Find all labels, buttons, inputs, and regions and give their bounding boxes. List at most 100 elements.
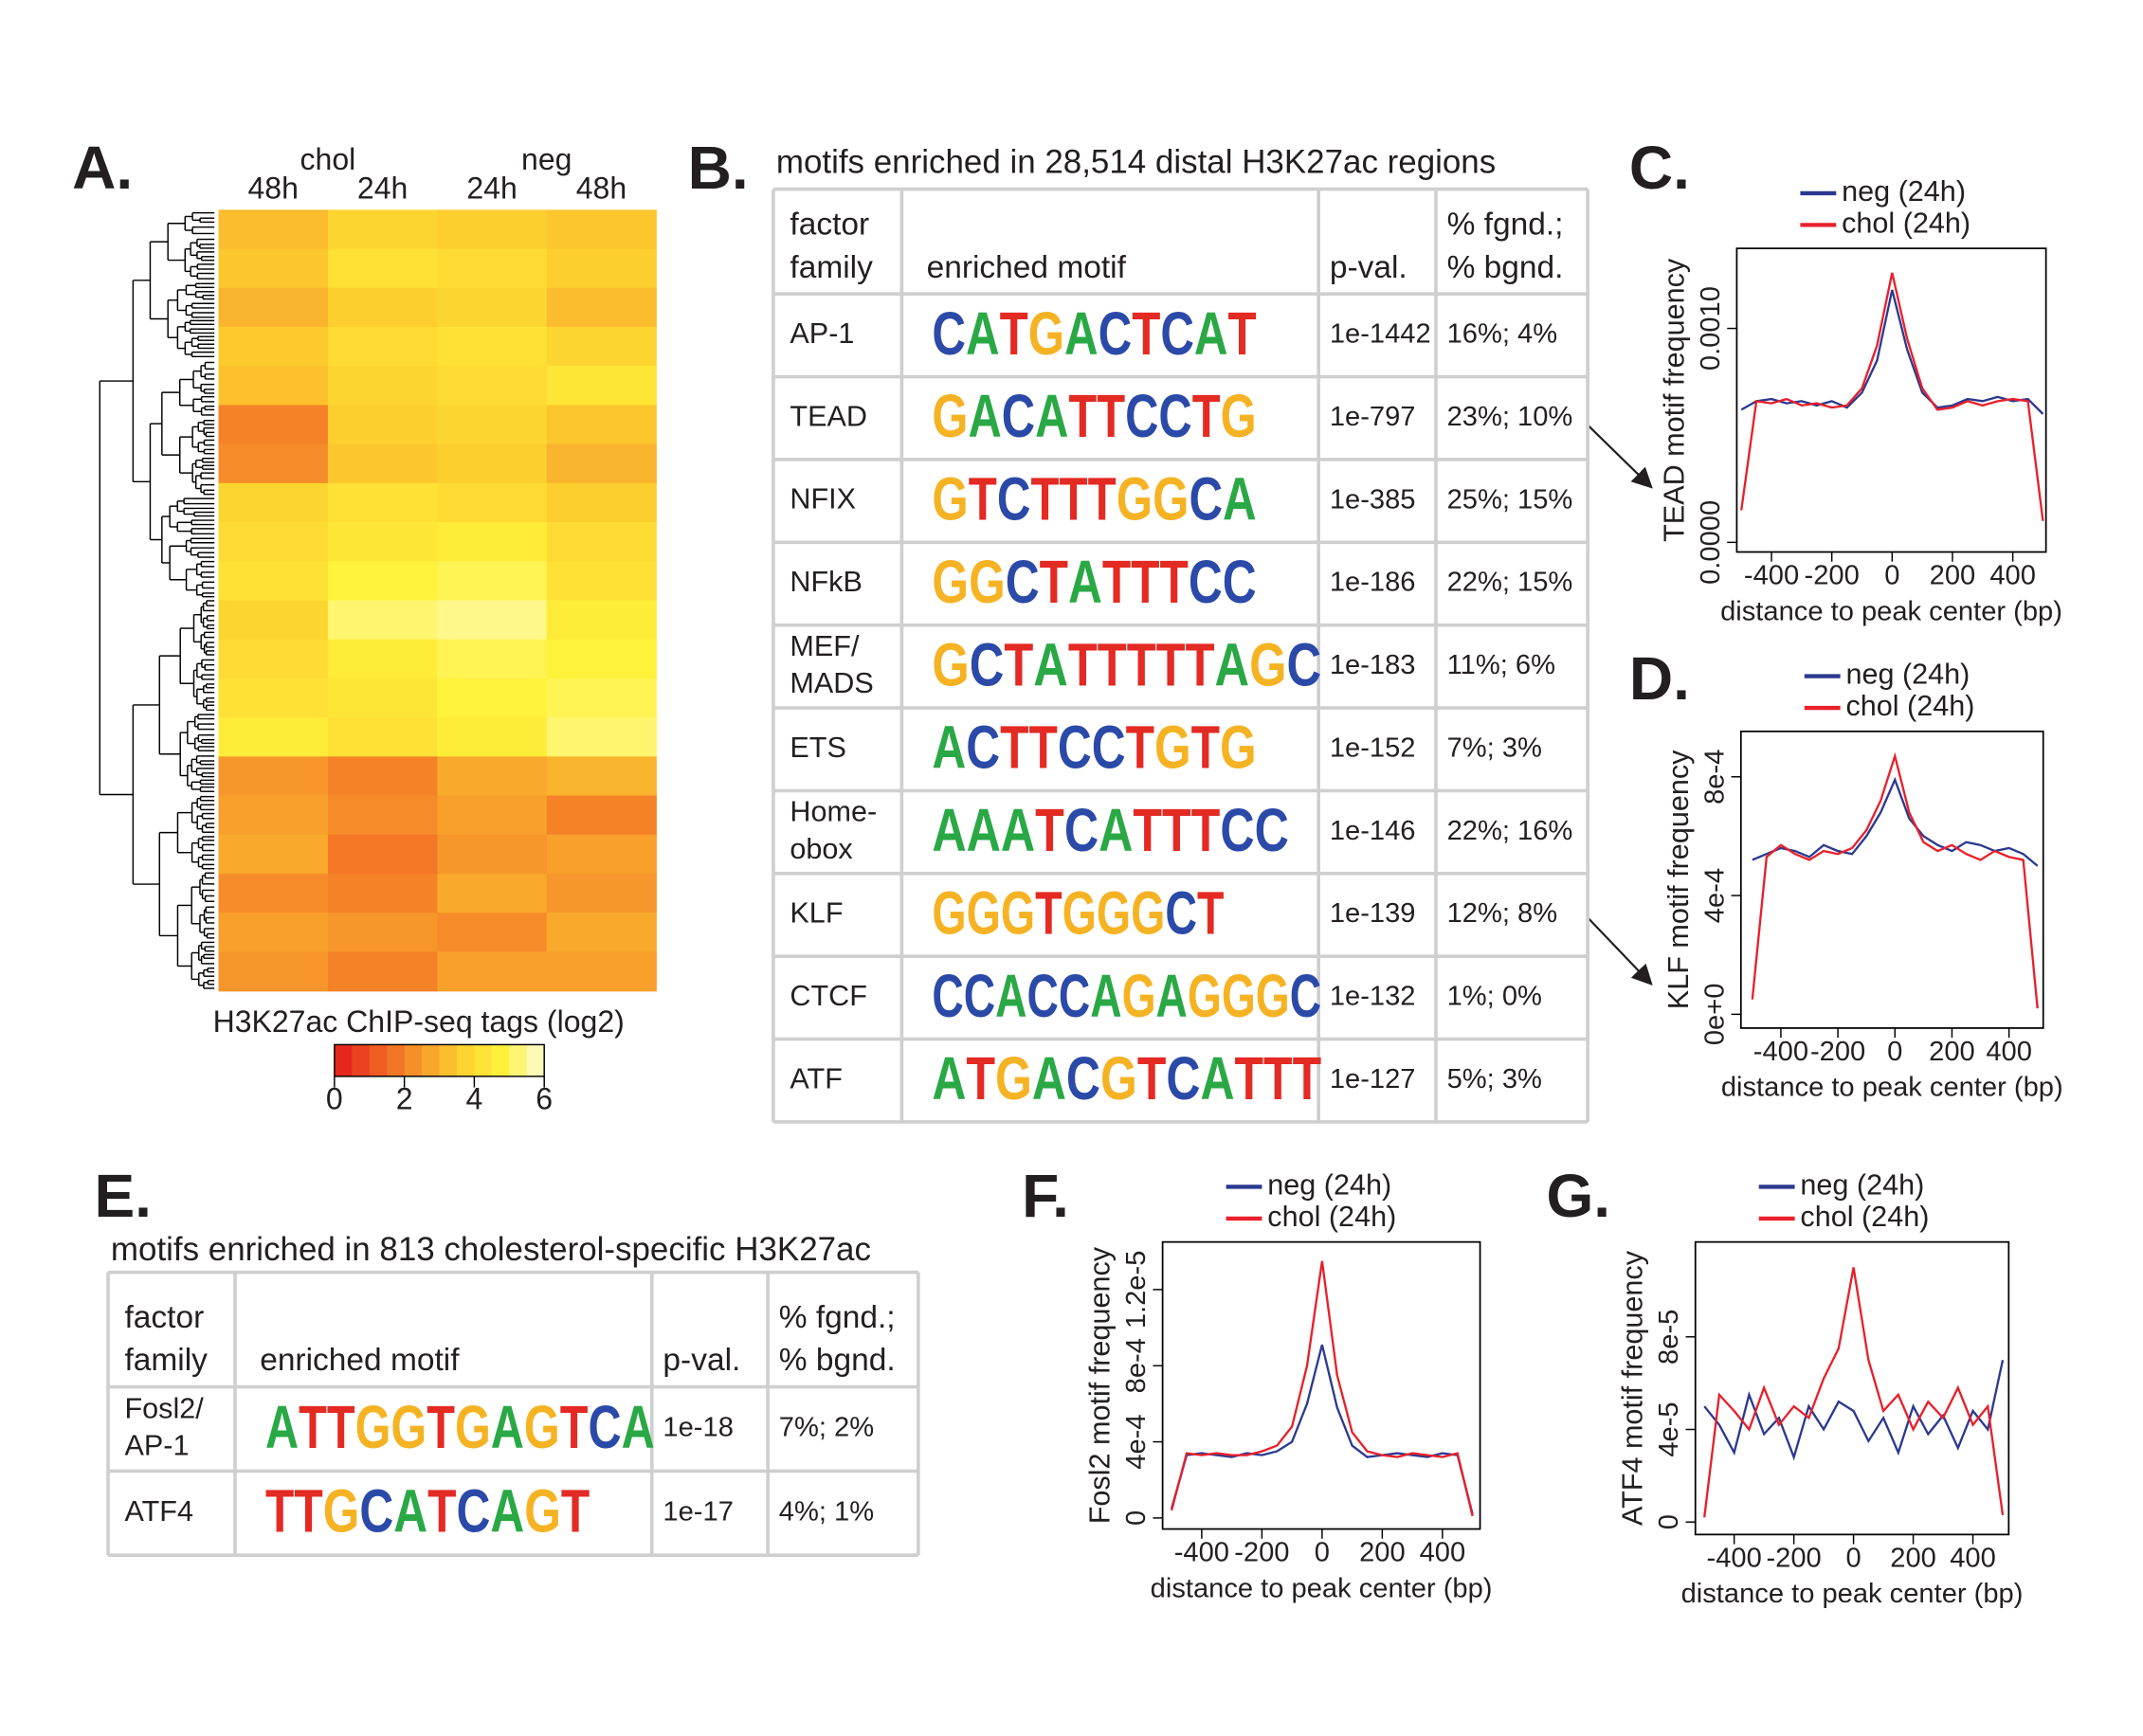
x-tick-label: 200 bbox=[1359, 1537, 1406, 1567]
heatmap-cell bbox=[327, 678, 439, 718]
table-header: factor bbox=[124, 1300, 204, 1335]
heatmap-cell bbox=[437, 287, 548, 328]
motif-letter: A bbox=[1032, 1044, 1066, 1112]
group-label: chol bbox=[300, 142, 356, 176]
heatmap-cell bbox=[327, 287, 439, 328]
column-label: 48h bbox=[576, 171, 627, 205]
colorbar-tick-label: 2 bbox=[396, 1082, 413, 1116]
motif-letter: C bbox=[1006, 548, 1040, 616]
heatmap-cell bbox=[546, 717, 657, 758]
y-tick-label: 8e-5 bbox=[1654, 1310, 1684, 1365]
heatmap-cell bbox=[437, 600, 548, 641]
motif-letter: T bbox=[1160, 548, 1189, 616]
factor-family: Fosl2/ bbox=[124, 1392, 204, 1424]
x-tick-label: 400 bbox=[1989, 560, 2036, 590]
heatmap-cell bbox=[437, 482, 548, 523]
motif-letter: A bbox=[265, 1393, 299, 1461]
column-label: 24h bbox=[466, 171, 517, 205]
heatmap-cell bbox=[546, 405, 657, 445]
motif-letter: A bbox=[966, 299, 1000, 368]
motif-letter: T bbox=[966, 1044, 995, 1112]
motif-letter: C bbox=[1027, 962, 1059, 1030]
motif-letter: G bbox=[995, 1044, 1032, 1112]
motif-letter: T bbox=[1088, 464, 1117, 533]
x-axis-label: distance to peak center (bp) bbox=[1720, 596, 2062, 626]
x-tick-label: -400 bbox=[1753, 1037, 1808, 1067]
factor-family: Home- bbox=[790, 796, 877, 828]
motif-letter: G bbox=[1131, 878, 1165, 947]
y-tick-label: 0e+0 bbox=[1699, 984, 1730, 1046]
x-tick-label: 0 bbox=[1884, 560, 1899, 590]
factor-family: AP-1 bbox=[790, 317, 854, 350]
motif-letter: G bbox=[932, 630, 969, 698]
arrow bbox=[1587, 424, 1653, 489]
motif-letter: G bbox=[932, 382, 968, 450]
heatmap-cell bbox=[546, 834, 657, 875]
motif-logo: GGGTGGGCT bbox=[932, 878, 1224, 947]
heatmap-cell bbox=[218, 405, 329, 445]
plot-frame bbox=[1739, 730, 2044, 1029]
motif-letter: T bbox=[1029, 714, 1058, 782]
motif-letter: C bbox=[1066, 1044, 1100, 1112]
series-line bbox=[1703, 1359, 2005, 1461]
heatmap-cell bbox=[327, 443, 439, 484]
percent: 16%; 4% bbox=[1447, 319, 1558, 350]
motif-letter: G bbox=[1220, 714, 1257, 782]
motif-letter: G bbox=[1188, 962, 1222, 1030]
motif-letter: T bbox=[1156, 630, 1186, 698]
percent: 7%; 2% bbox=[779, 1413, 874, 1443]
motif-letter: T bbox=[1127, 630, 1156, 698]
series-line bbox=[1740, 272, 2044, 521]
heatmap-cell bbox=[437, 561, 548, 602]
heatmap-cell bbox=[218, 678, 329, 718]
heatmap-cell bbox=[218, 600, 329, 641]
motif-letter: T bbox=[1235, 1044, 1264, 1112]
heatmap-cell bbox=[218, 639, 329, 679]
motif-letter: A bbox=[968, 382, 1001, 450]
heatmap-cell bbox=[327, 326, 439, 367]
p-value: 1e-18 bbox=[663, 1413, 733, 1443]
heatmap-cell bbox=[437, 913, 548, 953]
factor-family: KLF bbox=[790, 897, 843, 930]
motif-letter: C bbox=[1189, 548, 1223, 616]
heatmap-cell bbox=[546, 756, 657, 797]
p-value: 1e-186 bbox=[1330, 568, 1416, 598]
motif-letter: T bbox=[1060, 464, 1088, 533]
x-axis-label: H3K27ac ChIP-seq tags (log2) bbox=[213, 1004, 625, 1039]
x-axis-label: distance to peak center (bp) bbox=[1721, 1073, 2063, 1103]
heatmap-cell bbox=[437, 366, 548, 407]
p-value: 1e-152 bbox=[1330, 732, 1416, 763]
motif-letter: T bbox=[427, 1393, 455, 1461]
motif-logo: GACATTCCTG bbox=[932, 382, 1256, 450]
legend-label: chol (24h) bbox=[1842, 207, 1970, 239]
motif-letter: G bbox=[1117, 464, 1153, 533]
heatmap-cell bbox=[218, 287, 329, 328]
motif-letter: C bbox=[1099, 299, 1133, 368]
table-header: factor bbox=[790, 208, 869, 243]
column-label: 48h bbox=[248, 171, 299, 205]
x-tick-label: 400 bbox=[1986, 1037, 2032, 1067]
arrow bbox=[1587, 916, 1653, 986]
heatmap-cell bbox=[546, 600, 657, 641]
heatmap-cell bbox=[437, 678, 548, 718]
series-line bbox=[1751, 751, 2039, 1009]
motif-letter: C bbox=[1290, 962, 1321, 1030]
heatmap-cell bbox=[327, 639, 439, 679]
heatmap-cell bbox=[546, 873, 657, 913]
motif-letter: G bbox=[524, 1477, 561, 1546]
y-tick-label: 4e-4 bbox=[1121, 1414, 1152, 1469]
motif-letter: A bbox=[932, 714, 966, 782]
series-line bbox=[1740, 289, 2044, 415]
colorbar-block bbox=[352, 1044, 371, 1076]
motif-letter: C bbox=[1220, 796, 1254, 864]
p-value: 1e-146 bbox=[1330, 816, 1416, 846]
motif-letter: A bbox=[1033, 630, 1068, 698]
heatmap-cell bbox=[437, 639, 548, 679]
motif-logo: TTGCATCAGT bbox=[265, 1477, 590, 1546]
factor-family: MADS bbox=[790, 667, 873, 699]
colorbar-tick-label: 0 bbox=[326, 1082, 343, 1116]
motif-letter: A bbox=[1223, 464, 1257, 533]
motif-logo: GCTATTTTTAGC bbox=[932, 630, 1321, 698]
heatmap-cell bbox=[437, 873, 548, 913]
motif-letter: T bbox=[1035, 878, 1062, 947]
